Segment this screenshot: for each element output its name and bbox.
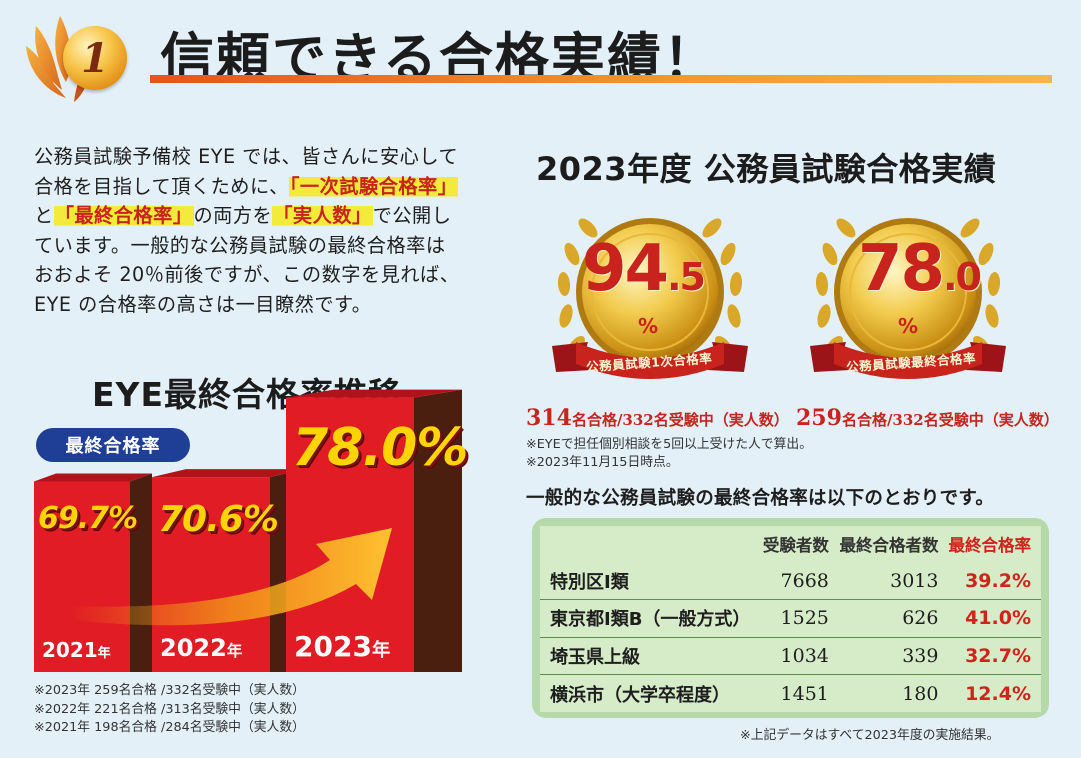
- medal-first-pct: %: [638, 314, 659, 338]
- gold-medal-icon: [552, 218, 748, 379]
- passers-count: 3013: [890, 569, 939, 592]
- general-rate-heading: 一般的な公務員試験の最終合格率は以下のとおりです。: [526, 488, 995, 509]
- medal-final-int: 78: [858, 232, 945, 306]
- pass-rate: 41.0%: [948, 599, 1041, 637]
- column-header-applicants: 受験者数: [762, 536, 829, 555]
- section-number-badge: 1: [63, 26, 127, 90]
- footnote-2021: ※2021年 198名合格 /284名受験中（実人数）: [34, 720, 305, 735]
- bar-top: [152, 469, 304, 478]
- intro-text: の両方を: [193, 204, 273, 227]
- exam-name: 埼玉県上級: [540, 636, 761, 675]
- column-header-rate: 最終合格率: [948, 536, 1032, 555]
- exam-name: 横浜市（大学卒程度）: [540, 674, 761, 712]
- intro-paragraph: 公務員試験予備校 EYE では、皆さんに安心して 合格を目指して頂くために、「一…: [34, 142, 514, 319]
- caption-number: 314: [526, 405, 572, 431]
- bar-value-label: 69.7%: [38, 501, 138, 537]
- footnote-2023: ※2023年 259名合格 /332名受験中（実人数）: [34, 683, 305, 698]
- column-header: [540, 526, 760, 562]
- bar-year-label: 2022年: [160, 634, 243, 662]
- applicants-count: 1525: [760, 599, 839, 637]
- caption-text: 名合格/332名受験中（実人数）: [841, 411, 1059, 429]
- bar-top: [34, 473, 152, 482]
- table-note: ※上記データはすべて2023年度の実施結果。: [740, 728, 1000, 743]
- header: 1 信頼できる合格実績！: [0, 0, 1081, 102]
- column-header-passers: 最終合格者数: [839, 536, 939, 555]
- table-header-row: 受験者数 最終合格者数 最終合格率: [540, 526, 1041, 562]
- highlight-final-rate: 「最終合格率」: [53, 204, 194, 227]
- passers-count: 339: [838, 636, 949, 675]
- medal-first-int: 94: [582, 232, 669, 306]
- medal-final-pct: %: [898, 314, 919, 338]
- note-line: ※EYEで担任個別相談を5回以上受けた人で算出。: [526, 437, 812, 452]
- bar-value-label: 70.6%: [158, 499, 279, 541]
- medal-final-caption: 259名合格/332名受験中（実人数）: [796, 405, 1059, 431]
- applicants-count: 7668: [780, 569, 829, 592]
- intro-line: EYE の合格率の高さは一目瞭然です。: [34, 292, 372, 316]
- applicants-count: 1451: [760, 674, 839, 712]
- highlight-first-exam-rate: 「一次試験合格率」: [288, 174, 459, 198]
- medal-final-dec: .0: [943, 255, 982, 299]
- table-row: 埼玉県上級 1034 339 32.7%: [540, 636, 1041, 675]
- intro-line: ています。一般的な公務員試験の最終合格率は: [34, 233, 446, 257]
- applicants-count: 1034: [760, 636, 839, 675]
- intro-text: 合格を目指して頂くために、: [34, 174, 289, 198]
- gold-medal-icon: [810, 218, 1006, 379]
- medal-first-value: 94.5: [582, 232, 706, 306]
- passers-count: 626: [838, 599, 949, 637]
- medal-final-value: 78.0: [858, 232, 982, 306]
- final-rate-pill: 最終合格率: [36, 428, 190, 462]
- medal-first-dec: .5: [667, 255, 706, 299]
- footnote-2022: ※2022年 221名合格 /313名受験中（実人数）: [34, 701, 305, 717]
- trend-chart-title: EYE最終合格率推移: [92, 375, 402, 414]
- highlight-actual-count: 「実人数」: [272, 204, 373, 227]
- passers-count: 180: [838, 674, 949, 712]
- medal-first-caption: 314名合格/332名受験中（実人数）: [526, 405, 789, 431]
- trend-arrow-icon: [70, 528, 392, 626]
- intro-line: 公務員試験予備校 EYE では、皆さんに安心して: [34, 145, 459, 168]
- note-line: ※2023年11月15日時点。: [526, 455, 679, 470]
- intro-text: と: [34, 204, 54, 227]
- general-rates-table: 受験者数 最終合格者数 最終合格率 特別区Ⅰ類 7668 3013 39.2% …: [540, 526, 1041, 712]
- table-row: 東京都Ⅰ類B（一般方式） 1525 626 41.0%: [540, 599, 1041, 637]
- exam-name: 東京都Ⅰ類B（一般方式）: [540, 599, 761, 637]
- results-notes: ※EYEで担任個別相談を5回以上受けた人で算出。 ※2023年11月15日時点。: [526, 436, 812, 472]
- intro-line: おおよそ 20％前後ですが、この数字を見れば、: [34, 263, 460, 286]
- bar-value-label: 78.0%: [292, 417, 468, 478]
- bar-year-label: 2023年: [294, 630, 391, 663]
- pass-rate: 32.7%: [948, 636, 1041, 675]
- trend-footnotes: ※2023年 259名合格 /332名受験中（実人数） ※2022年 221名合…: [34, 682, 305, 738]
- intro-line: と「最終合格率」の両方を「実人数」で公開し: [34, 201, 514, 231]
- table-row: 横浜市（大学卒程度） 1451 180 12.4%: [540, 674, 1041, 712]
- exam-name: 特別区Ⅰ類: [550, 571, 629, 593]
- table-row: 特別区Ⅰ類 7668 3013 39.2%: [540, 562, 1041, 600]
- pass-rate: 12.4%: [948, 674, 1041, 712]
- caption-text: 名合格/332名受験中（実人数）: [571, 411, 789, 429]
- intro-text: で公開し: [372, 204, 452, 227]
- results-title: 2023年度 公務員試験合格実績: [536, 150, 997, 188]
- pass-rate: 39.2%: [965, 569, 1031, 592]
- caption-number: 259: [796, 405, 842, 431]
- intro-line: 合格を目指して頂くために、「一次試験合格率」: [34, 172, 514, 202]
- title-underline: [150, 75, 1052, 83]
- bar-year-label: 2021年: [42, 638, 111, 662]
